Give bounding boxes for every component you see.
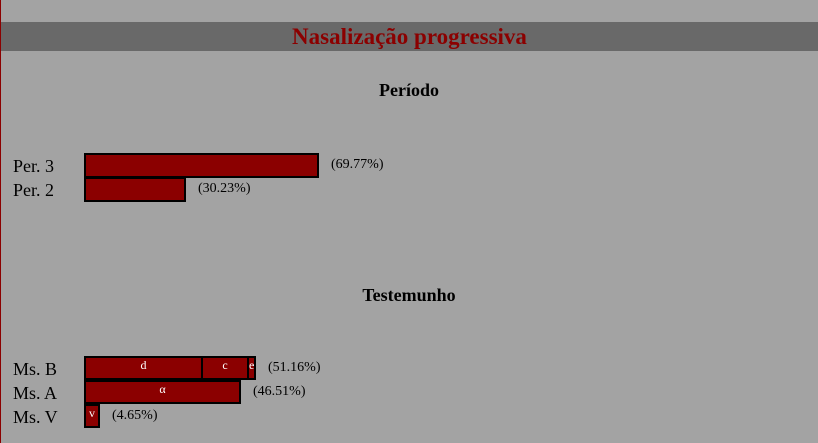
bar [84,153,319,178]
category-label: Ms. A [13,383,58,403]
value-label: (4.65%) [112,408,158,423]
bar-segment: α [159,382,166,396]
value-label: (69.77%) [331,157,384,172]
value-label: (46.51%) [253,384,306,399]
value-label: (51.16%) [268,360,321,375]
bar-segment: d [140,358,147,372]
category-label: Per. 3 [13,156,55,176]
category-label: Ms. B [13,359,58,379]
chart-title-periodo: Período [379,80,439,100]
page-title: Nasalização progressiva [1,22,818,51]
page-left-border [0,0,1,443]
bar [84,177,186,202]
value-label: (30.23%) [198,181,251,196]
bar-segment: e [247,358,254,378]
bar: α [84,380,241,404]
chart-title-testemunho: Testemunho [362,285,456,305]
category-label: Per. 2 [13,180,55,200]
bar-segment: c [201,358,247,378]
bar-segment: v [89,406,95,420]
category-label: Ms. V [13,407,58,427]
bar: v [84,404,100,428]
